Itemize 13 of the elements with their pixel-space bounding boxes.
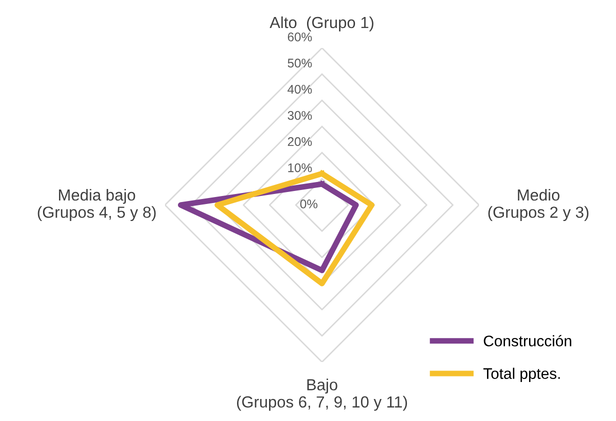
spoke-label: Media bajo (Grupos 4, 5 y 8) xyxy=(38,188,156,222)
spoke-label: Alto (Grupo 1) xyxy=(270,16,374,32)
legend-label: Construcción xyxy=(484,334,572,346)
spoke-label: Bajo (Grupos 6, 7, 9, 10 y 11) xyxy=(237,378,407,411)
legend-label: Total pptes. xyxy=(483,368,560,382)
y-tick-label: 0% xyxy=(300,200,318,208)
y-tick-label: 40% xyxy=(288,84,312,94)
y-tick-label: 50% xyxy=(288,58,312,68)
y-tick-label: 60% xyxy=(288,32,312,42)
y-tick-label: 10% xyxy=(288,163,312,172)
y-tick-label: 20% xyxy=(288,137,312,146)
spoke-label: Medio (Grupos 2 y 3) xyxy=(488,188,588,222)
y-tick-label: 30% xyxy=(288,111,312,120)
